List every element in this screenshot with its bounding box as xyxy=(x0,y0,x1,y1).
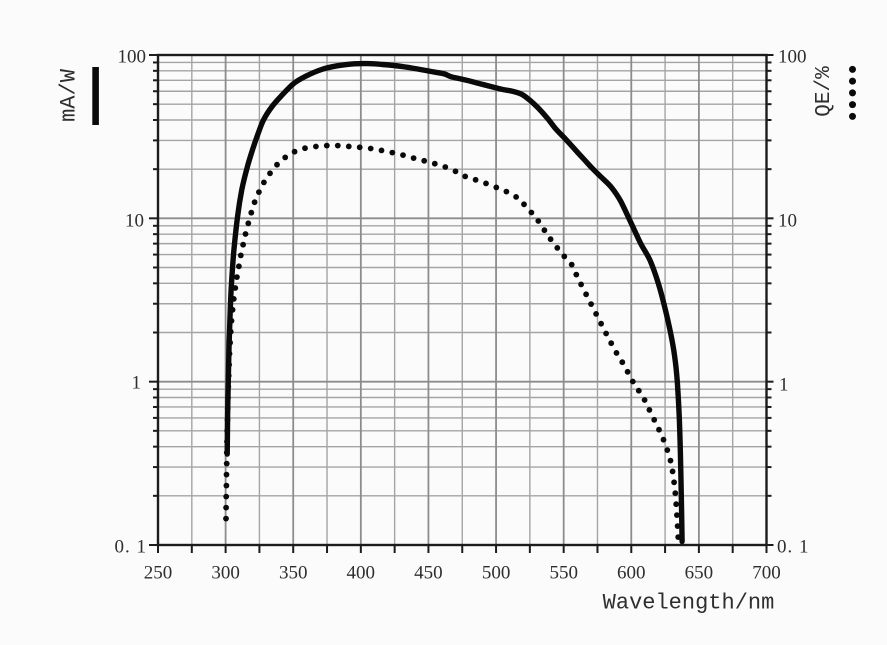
svg-text:450: 450 xyxy=(414,563,443,584)
svg-text:600: 600 xyxy=(617,563,646,584)
svg-text:0. 1: 0. 1 xyxy=(777,537,810,558)
svg-text:Wavelength/nm: Wavelength/nm xyxy=(603,591,775,616)
svg-text:650: 650 xyxy=(685,563,714,584)
svg-text:QE/%: QE/% xyxy=(813,66,836,117)
svg-text:500: 500 xyxy=(482,563,511,584)
svg-text:100: 100 xyxy=(778,47,807,68)
svg-text:mA/W: mA/W xyxy=(57,68,82,122)
svg-text:350: 350 xyxy=(279,563,308,584)
svg-text:100: 100 xyxy=(118,47,147,68)
svg-text:0. 1: 0. 1 xyxy=(115,537,148,558)
svg-text:300: 300 xyxy=(211,563,240,584)
svg-text:1: 1 xyxy=(779,375,789,396)
svg-text:250: 250 xyxy=(144,563,173,584)
svg-text:700: 700 xyxy=(752,563,781,584)
svg-text:1: 1 xyxy=(132,373,142,394)
svg-text:10: 10 xyxy=(778,211,797,232)
svg-text:10: 10 xyxy=(125,211,144,232)
svg-text:400: 400 xyxy=(347,563,376,584)
svg-text:550: 550 xyxy=(549,563,578,584)
